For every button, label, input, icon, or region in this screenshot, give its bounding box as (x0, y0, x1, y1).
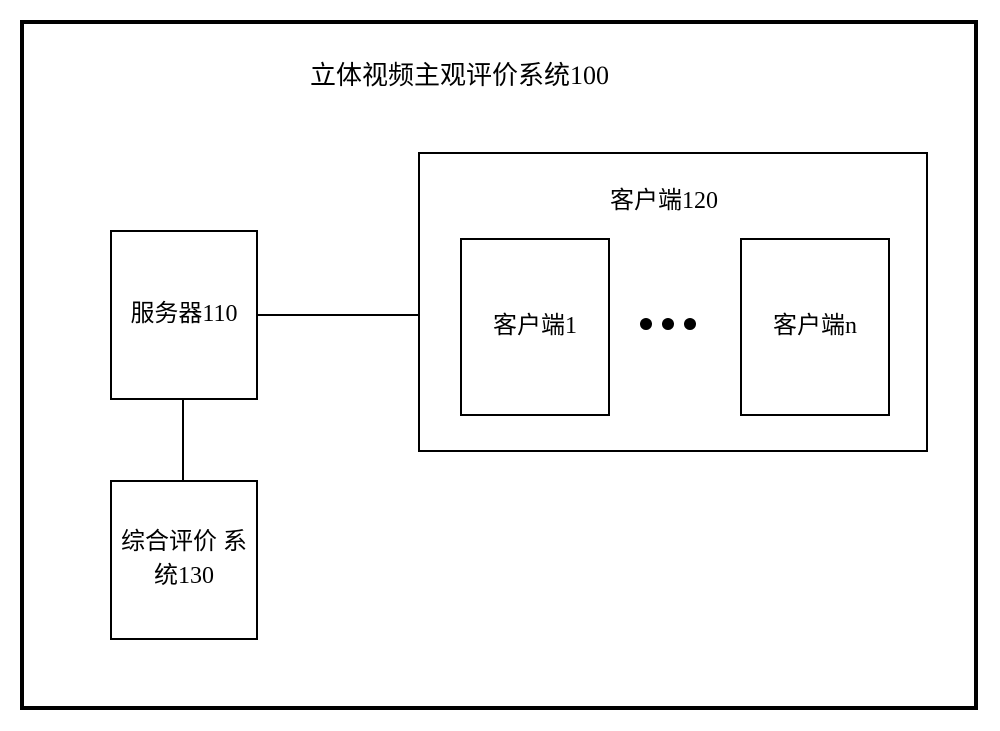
edge-server-to-eval (182, 400, 184, 480)
eval-system-box: 综合评价 系统130 (110, 480, 258, 640)
client-n-label: 客户端n (773, 310, 857, 344)
server-label: 服务器110 (130, 298, 237, 332)
ellipsis-icon (640, 318, 696, 330)
dot-icon (662, 318, 674, 330)
diagram-title: 立体视频主观评价系统100 (310, 55, 609, 92)
dot-icon (684, 318, 696, 330)
eval-system-label: 综合评价 系统130 (112, 526, 256, 593)
dot-icon (640, 318, 652, 330)
client-n-box: 客户端n (740, 238, 890, 416)
client-1-box: 客户端1 (460, 238, 610, 416)
client-group-title: 客户端120 (610, 180, 718, 215)
edge-server-to-clients (258, 314, 418, 316)
server-box: 服务器110 (110, 230, 258, 400)
diagram-canvas: 立体视频主观评价系统100 客户端120 服务器110 综合评价 系统130 客… (0, 0, 1000, 731)
client-1-label: 客户端1 (493, 310, 577, 344)
